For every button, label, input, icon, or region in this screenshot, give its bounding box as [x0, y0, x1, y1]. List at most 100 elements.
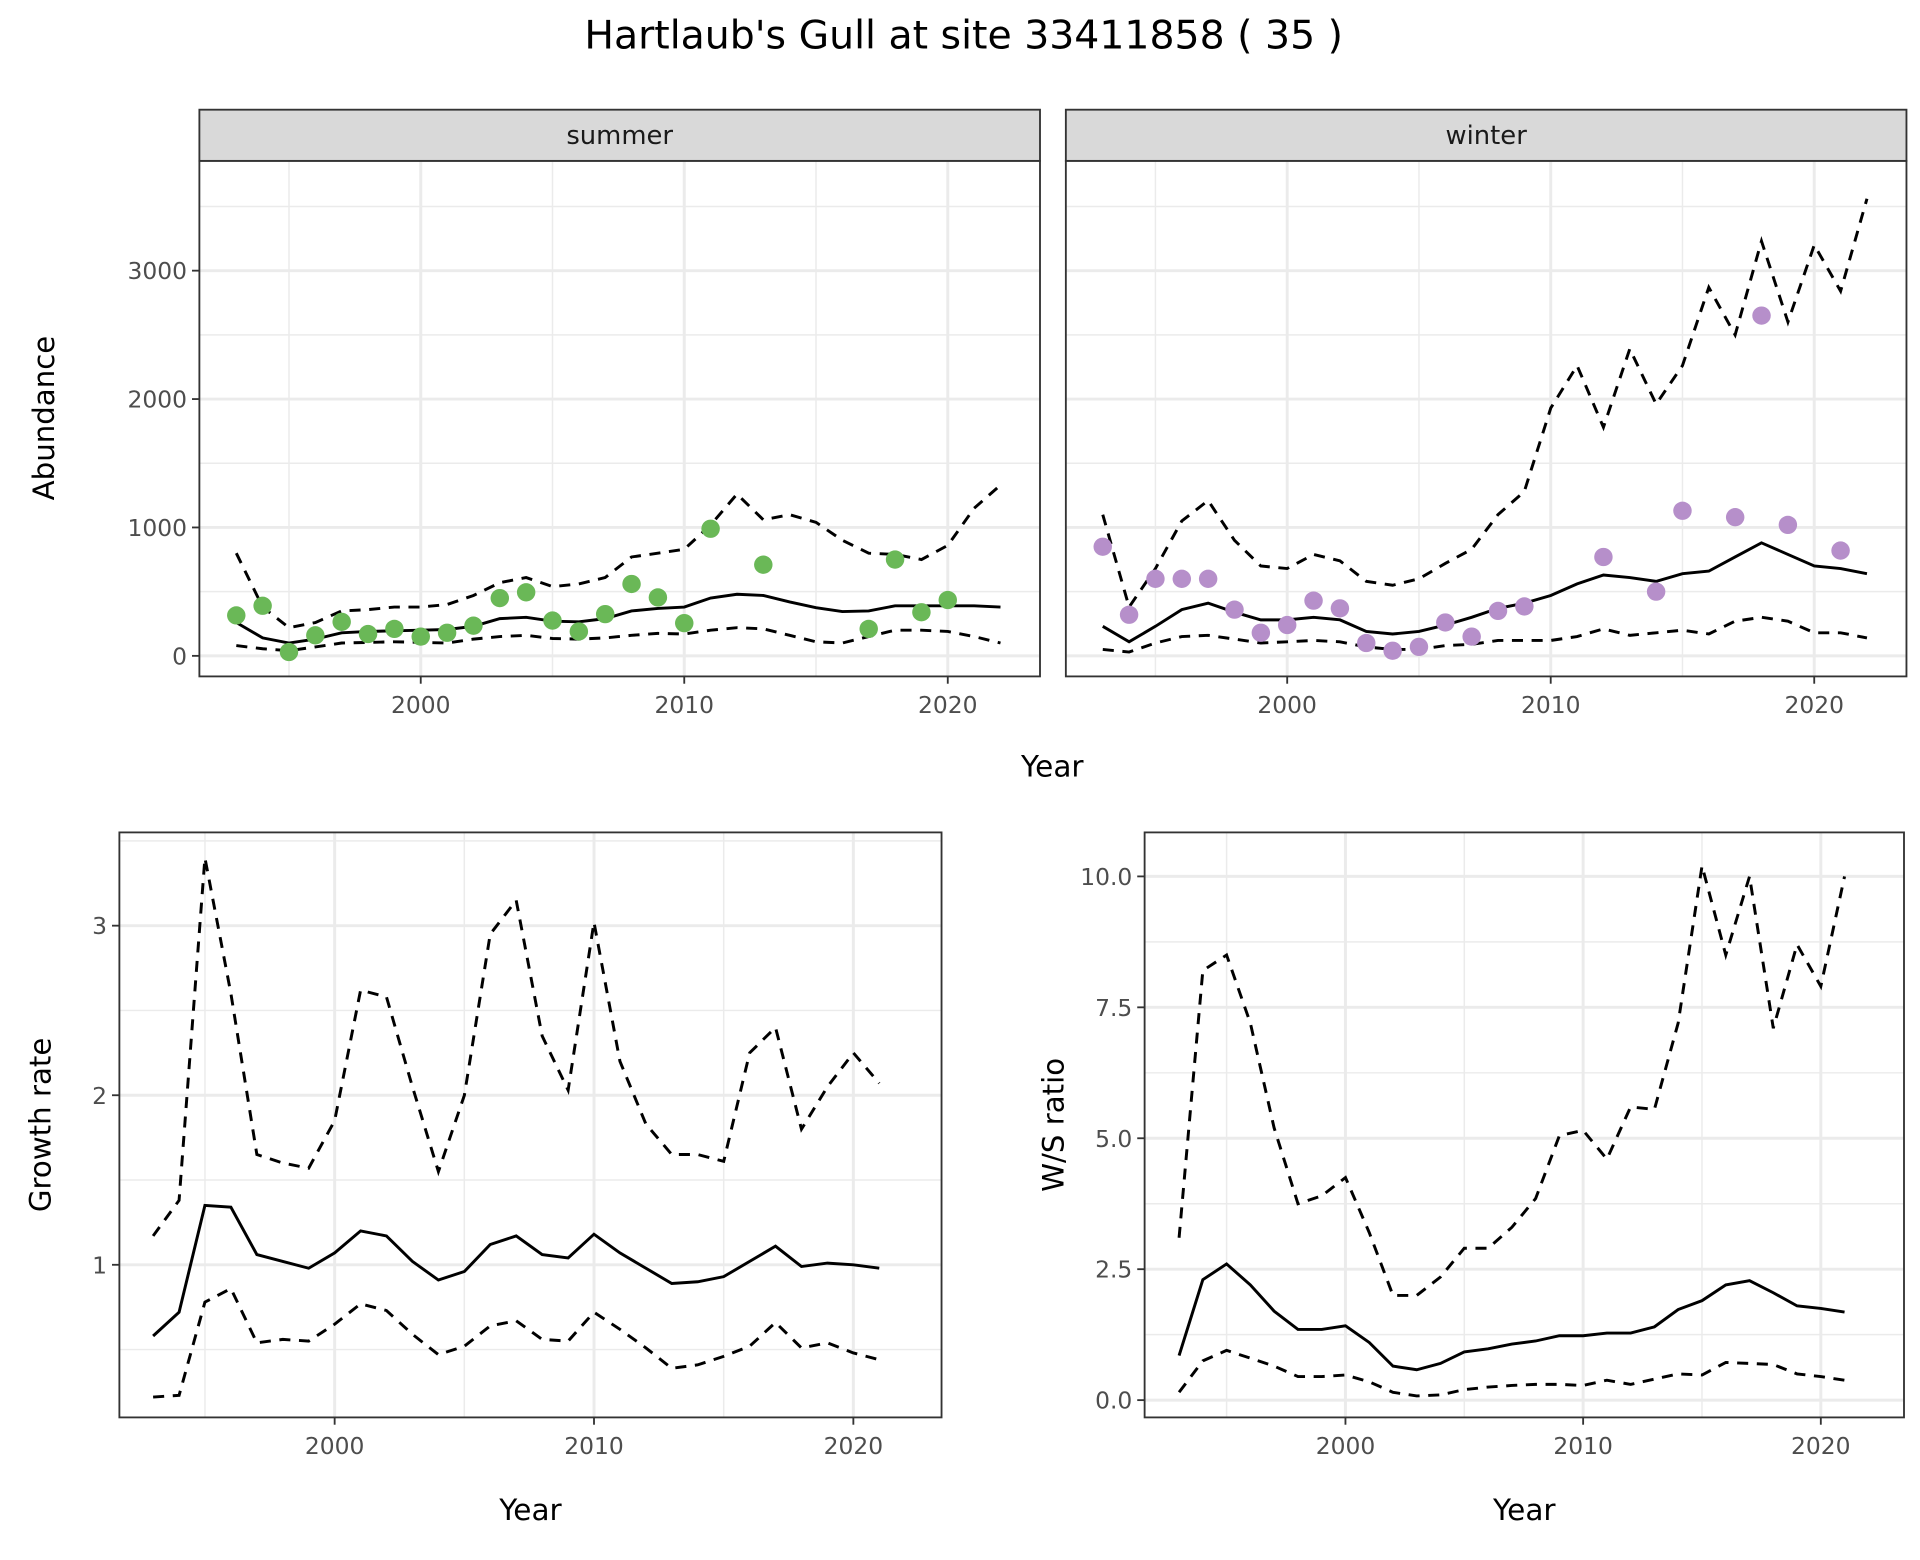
- y-axis-title: Growth rate: [23, 1038, 57, 1212]
- x-tick-label: 2000: [1316, 1433, 1376, 1460]
- facet-strip: [1064, 108, 1908, 162]
- data-point: [411, 627, 430, 646]
- lower-bound-line: [1177, 1348, 1845, 1398]
- data-point: [490, 588, 510, 608]
- data-point: [543, 611, 562, 630]
- data-point: [1357, 633, 1376, 653]
- data-point: [1330, 599, 1350, 618]
- x-tick-label: 2010: [564, 1433, 624, 1460]
- x-tick-label: 2010: [1553, 1433, 1613, 1460]
- top-y-axis-title: Abundance: [27, 336, 61, 501]
- data-point: [1646, 582, 1666, 601]
- facet-strip-label: summer: [566, 121, 673, 151]
- data-point: [569, 622, 589, 641]
- x-axis-title: Year: [1492, 1493, 1556, 1527]
- y-tick-label: 2000: [128, 387, 188, 414]
- x-tick-label: 2020: [1784, 692, 1844, 719]
- panel-background: [119, 832, 942, 1418]
- data-point: [648, 588, 668, 607]
- lower-bound-line: [236, 626, 1001, 653]
- data-point: [279, 642, 299, 662]
- data-point: [227, 606, 246, 625]
- y-tick-label: 0.0: [1095, 1388, 1132, 1415]
- data-point: [1462, 627, 1481, 646]
- data-point: [516, 583, 536, 602]
- y-tick-label: 0: [172, 643, 187, 670]
- panel-0: 2000 2010 2020 0 1000 2000 3000 summer: [128, 108, 1041, 719]
- panel-2: 2000 2010 2020 1 2 3 Year Growth rate: [23, 831, 943, 1527]
- y-tick-label: 3: [92, 913, 107, 940]
- data-point: [1725, 508, 1745, 527]
- data-point: [1277, 615, 1297, 635]
- panel-border: [118, 831, 943, 1419]
- data-point: [1251, 623, 1271, 642]
- upper-bound-line: [234, 483, 1002, 630]
- x-tick-label: 2020: [824, 1433, 884, 1460]
- upper-bound-line: [1177, 865, 1846, 1297]
- data-point: [701, 519, 720, 538]
- data-point: [1093, 537, 1112, 556]
- x-tick-label: 2010: [1521, 692, 1581, 719]
- x-tick-label: 2010: [654, 692, 714, 719]
- data-point: [253, 596, 272, 615]
- x-tick-label: 2000: [391, 692, 451, 719]
- data-point: [306, 626, 325, 645]
- data-point: [1383, 641, 1402, 660]
- data-point: [1172, 569, 1192, 588]
- data-point: [1198, 569, 1218, 588]
- mean-line: [152, 1203, 880, 1338]
- data-point: [622, 574, 641, 594]
- data-point: [332, 612, 351, 631]
- data-point: [1831, 541, 1850, 560]
- y-tick-label: 3000: [128, 258, 188, 285]
- y-tick-label: 1000: [128, 515, 188, 542]
- x-tick-label: 2000: [305, 1433, 365, 1460]
- data-point: [1673, 501, 1692, 520]
- y-axis-title: W/S ratio: [1036, 1058, 1070, 1192]
- facet-strip: [198, 108, 1041, 162]
- lower-bound-line: [153, 1286, 880, 1399]
- x-tick-label: 2000: [1257, 692, 1317, 719]
- panel-3: 2000 2010 2020 0.0 2.5 5.0 7.5 10.0 Year W/S rati…: [1036, 831, 1905, 1527]
- data-point: [754, 555, 773, 574]
- y-tick-label: 7.5: [1095, 995, 1132, 1022]
- y-tick-label: 10.0: [1080, 864, 1132, 891]
- panel-background: [199, 160, 1040, 677]
- panel-1: 2000 2010 2020 winter: [1064, 108, 1908, 719]
- x-tick-label: 2020: [1791, 1433, 1851, 1460]
- data-point: [464, 616, 483, 635]
- data-point: [1436, 613, 1455, 632]
- data-point: [1594, 547, 1613, 567]
- x-tick-label: 2020: [918, 692, 978, 719]
- data-point: [1146, 569, 1165, 588]
- facet-strip-label: winter: [1445, 121, 1527, 151]
- data-point: [938, 590, 958, 610]
- y-tick-label: 2: [92, 1083, 107, 1110]
- data-point: [859, 619, 878, 639]
- y-tick-label: 5.0: [1095, 1126, 1132, 1153]
- data-point: [385, 619, 404, 639]
- data-point: [1225, 600, 1244, 619]
- data-point: [1409, 637, 1429, 657]
- x-axis-title: Year: [498, 1493, 562, 1527]
- data-point: [1488, 601, 1508, 621]
- data-point: [885, 550, 905, 569]
- data-point: [595, 604, 615, 624]
- data-point: [912, 603, 931, 622]
- y-tick-label: 2.5: [1095, 1257, 1132, 1284]
- data-point: [1778, 515, 1798, 535]
- y-tick-label: 1: [92, 1252, 107, 1279]
- top-x-axis-title: Year: [1020, 749, 1084, 783]
- data-point: [1752, 306, 1771, 325]
- data-point: [1119, 605, 1139, 624]
- data-point: [1515, 597, 1534, 616]
- chart-title: Hartlaub's Gull at site 33411858 ( 35 ): [584, 14, 1343, 59]
- upper-bound-line: [151, 857, 881, 1237]
- data-point: [1304, 591, 1323, 610]
- panel-border: [1143, 831, 1905, 1419]
- panel-background: [1065, 160, 1907, 677]
- mean-line: [1177, 1262, 1845, 1372]
- data-point: [358, 624, 378, 644]
- data-point: [675, 613, 694, 633]
